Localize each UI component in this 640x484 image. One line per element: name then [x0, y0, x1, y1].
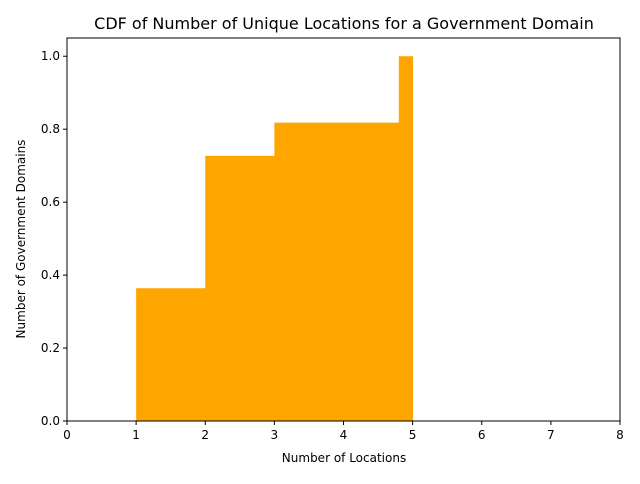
x-axis-label: Number of Locations	[282, 451, 406, 465]
x-tick-label: 2	[201, 428, 209, 442]
x-ticks: 0 1 2 3 4 5 6 7 8	[63, 421, 624, 442]
x-tick-label: 8	[616, 428, 624, 442]
cdf-step-2	[274, 122, 400, 422]
chart-title: CDF of Number of Unique Locations for a …	[94, 14, 594, 33]
x-tick-label: 1	[132, 428, 140, 442]
cdf-step-0	[136, 288, 206, 421]
cdf-step-3	[398, 56, 414, 421]
x-tick-label: 3	[271, 428, 279, 442]
cdf-step-1	[205, 155, 275, 421]
y-tick-label: 0.4	[41, 268, 60, 282]
x-tick-label: 7	[547, 428, 555, 442]
y-tick-label: 1.0	[41, 49, 60, 63]
y-tick-label: 0.0	[41, 414, 60, 428]
y-tick-label: 0.6	[41, 195, 60, 209]
y-ticks: 0.0 0.2 0.4 0.6 0.8 1.0	[41, 49, 67, 428]
y-tick-label: 0.2	[41, 341, 60, 355]
y-tick-label: 0.8	[41, 122, 60, 136]
x-tick-label: 4	[340, 428, 348, 442]
x-tick-label: 5	[409, 428, 417, 442]
cdf-steps	[136, 56, 414, 422]
x-tick-label: 6	[478, 428, 486, 442]
y-axis-label: Number of Government Domains	[14, 140, 28, 339]
x-tick-label: 0	[63, 428, 71, 442]
